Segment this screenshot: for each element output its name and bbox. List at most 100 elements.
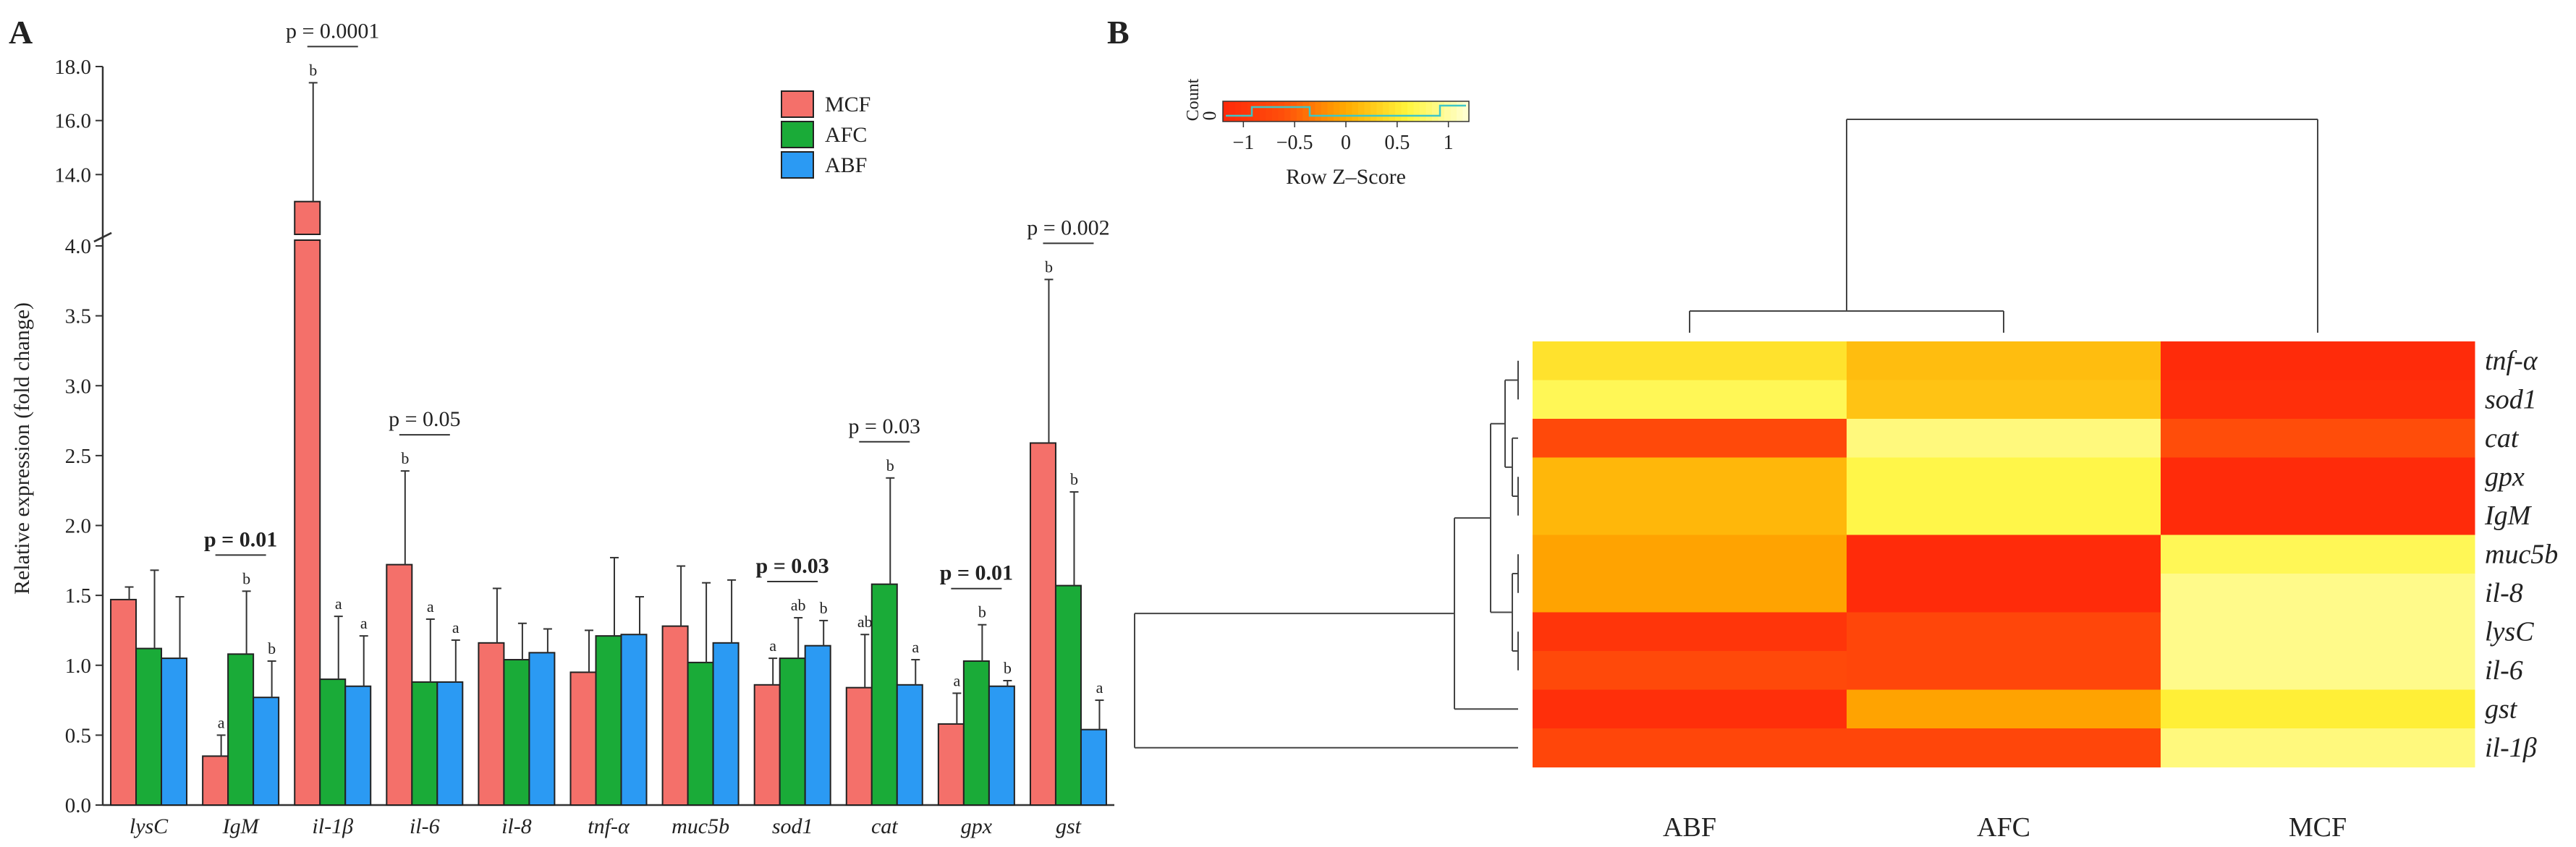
color-key-segment: [1346, 101, 1353, 122]
color-key-segment: [1309, 101, 1316, 122]
heatmap-cell-gst-abf: [1533, 689, 1847, 729]
x-tick-label-tnf: tnf-α: [588, 814, 630, 838]
bar-mcf-cat: [845, 686, 873, 806]
significance-letter: a: [427, 597, 434, 616]
color-key-count-tick: 0: [1199, 111, 1220, 121]
significance-letter: a: [335, 595, 342, 613]
x-tick-label-gpx: gpx: [961, 814, 993, 838]
significance-letter: a: [953, 671, 960, 689]
significance-letter: a: [218, 713, 225, 731]
bar-abf-tnf: [620, 634, 648, 806]
row-label-gpx: gpx: [2485, 461, 2525, 492]
color-key-segment: [1284, 101, 1292, 122]
color-key-segment: [1444, 101, 1452, 122]
color-key-segment: [1358, 101, 1365, 122]
color-key-segment: [1321, 101, 1329, 122]
pvalue-label-sod1: p = 0.03: [756, 554, 829, 578]
color-key-segment: [1425, 101, 1433, 122]
color-key-segment: [1420, 101, 1427, 122]
significance-letter: b: [401, 449, 409, 467]
legend-swatch-mcf: [781, 90, 814, 118]
bar-afc-il-1: [319, 678, 347, 806]
color-key-tick-label: 1: [1444, 132, 1454, 154]
panel-a-bar-chart: A Relative expression (fold change) 0.0 0.5…: [9, 14, 1114, 838]
significance-letter: ab: [857, 613, 873, 631]
color-key-segment: [1253, 101, 1261, 122]
heatmap-cell-gst-afc: [1847, 689, 2161, 729]
bar-abf-lysc: [161, 657, 188, 806]
color-key-segment: [1278, 101, 1285, 122]
column-label-mcf: MCF: [2289, 812, 2347, 843]
x-tick-label-sod1: sod1: [772, 814, 813, 838]
color-key-count-label: Count: [1184, 78, 1203, 121]
color-key-segment: [1334, 101, 1341, 122]
color-key-segment: [1260, 101, 1267, 122]
bar-abf-gst: [1080, 728, 1107, 806]
y-tick-label: 16.0: [54, 110, 91, 133]
y-tick-label: 3.0: [65, 375, 91, 398]
color-key-segment: [1432, 101, 1439, 122]
color-key-segment: [1370, 101, 1378, 122]
y-tick-label: 4.0: [65, 235, 91, 258]
legend-label-abf: ABF: [825, 153, 867, 177]
bar-afc-igm: [227, 653, 255, 806]
bar-afc-cat: [870, 583, 898, 806]
significance-letter: a: [1096, 678, 1103, 697]
x-tick-label-cat: cat: [871, 814, 898, 838]
y-tick-label: 1.5: [65, 584, 91, 608]
color-key-segment: [1457, 101, 1464, 122]
heatmap-cell-il-1-afc: [1847, 728, 2161, 767]
bar-mcf-muc5b: [661, 625, 689, 806]
bar-mcf-gpx: [937, 723, 965, 806]
x-tick-label-il-6: il-6: [410, 814, 440, 838]
heatmap-cell-il-8-abf: [1533, 574, 1847, 613]
color-key-segment: [1247, 101, 1255, 122]
heatmap-cell-il-1-mcf: [2161, 728, 2475, 767]
bar-afc-sod1: [779, 657, 806, 806]
panel-label-b: B: [1107, 14, 1130, 51]
heatmap-cell-il-6-afc: [1847, 651, 2161, 690]
row-label-cat: cat: [2485, 423, 2520, 454]
pvalue-label-gst: p = 0.002: [1027, 216, 1109, 239]
significance-letter: b: [268, 639, 276, 657]
heatmap-cell-muc5b-abf: [1533, 535, 1847, 574]
heatmap-cell-il-6-abf: [1533, 651, 1847, 690]
bar-mcf-lysc: [110, 598, 137, 806]
color-key-histogram: [1226, 104, 1466, 117]
heatmap-cell-cat-mcf: [2161, 419, 2475, 458]
significance-letter: ab: [791, 596, 806, 614]
pvalue-label-igm: p = 0.01: [204, 527, 277, 551]
heatmap-cell-gpx-mcf: [2161, 457, 2475, 497]
color-key-segment: [1462, 101, 1470, 122]
heatmap-cell-sod1-abf: [1533, 380, 1847, 420]
color-key-segment: [1302, 101, 1310, 122]
heatmap-cell-il-1-abf: [1533, 728, 1847, 767]
color-key-segment: [1438, 101, 1445, 122]
significance-letter: a: [452, 618, 459, 637]
heatmap-cell-lysc-abf: [1533, 612, 1847, 652]
y-tick-label: 1.0: [65, 655, 91, 678]
heatmap-cell-il-8-mcf: [2161, 574, 2475, 613]
heatmap-cell-igm-mcf: [2161, 496, 2475, 535]
bar-mcf-gst: [1029, 442, 1056, 806]
color-key-segment: [1241, 101, 1248, 122]
row-label-gst: gst: [2485, 694, 2518, 724]
row-label-igm: IgM: [2484, 501, 2533, 531]
significance-letter: a: [360, 614, 368, 632]
heatmap-cell-tnf-abf: [1533, 341, 1847, 380]
bar-mcf-il-6: [386, 563, 413, 806]
color-key-segment: [1413, 101, 1420, 122]
bar-abf-sod1: [804, 644, 831, 806]
heatmap-cell-cat-afc: [1847, 419, 2161, 458]
x-tick-label-muc5b: muc5b: [671, 814, 729, 838]
heatmap-cell-il-6-mcf: [2161, 651, 2475, 690]
heatmap-cell-tnf-mcf: [2161, 341, 2475, 380]
heatmap-cell-igm-abf: [1533, 496, 1847, 535]
bar-abf-il-8: [528, 652, 556, 806]
heatmap-cell-cat-abf: [1533, 419, 1847, 458]
bar-afc-gpx: [962, 660, 990, 806]
bar-abf-gpx: [988, 685, 1015, 806]
color-key-segment: [1272, 101, 1279, 122]
